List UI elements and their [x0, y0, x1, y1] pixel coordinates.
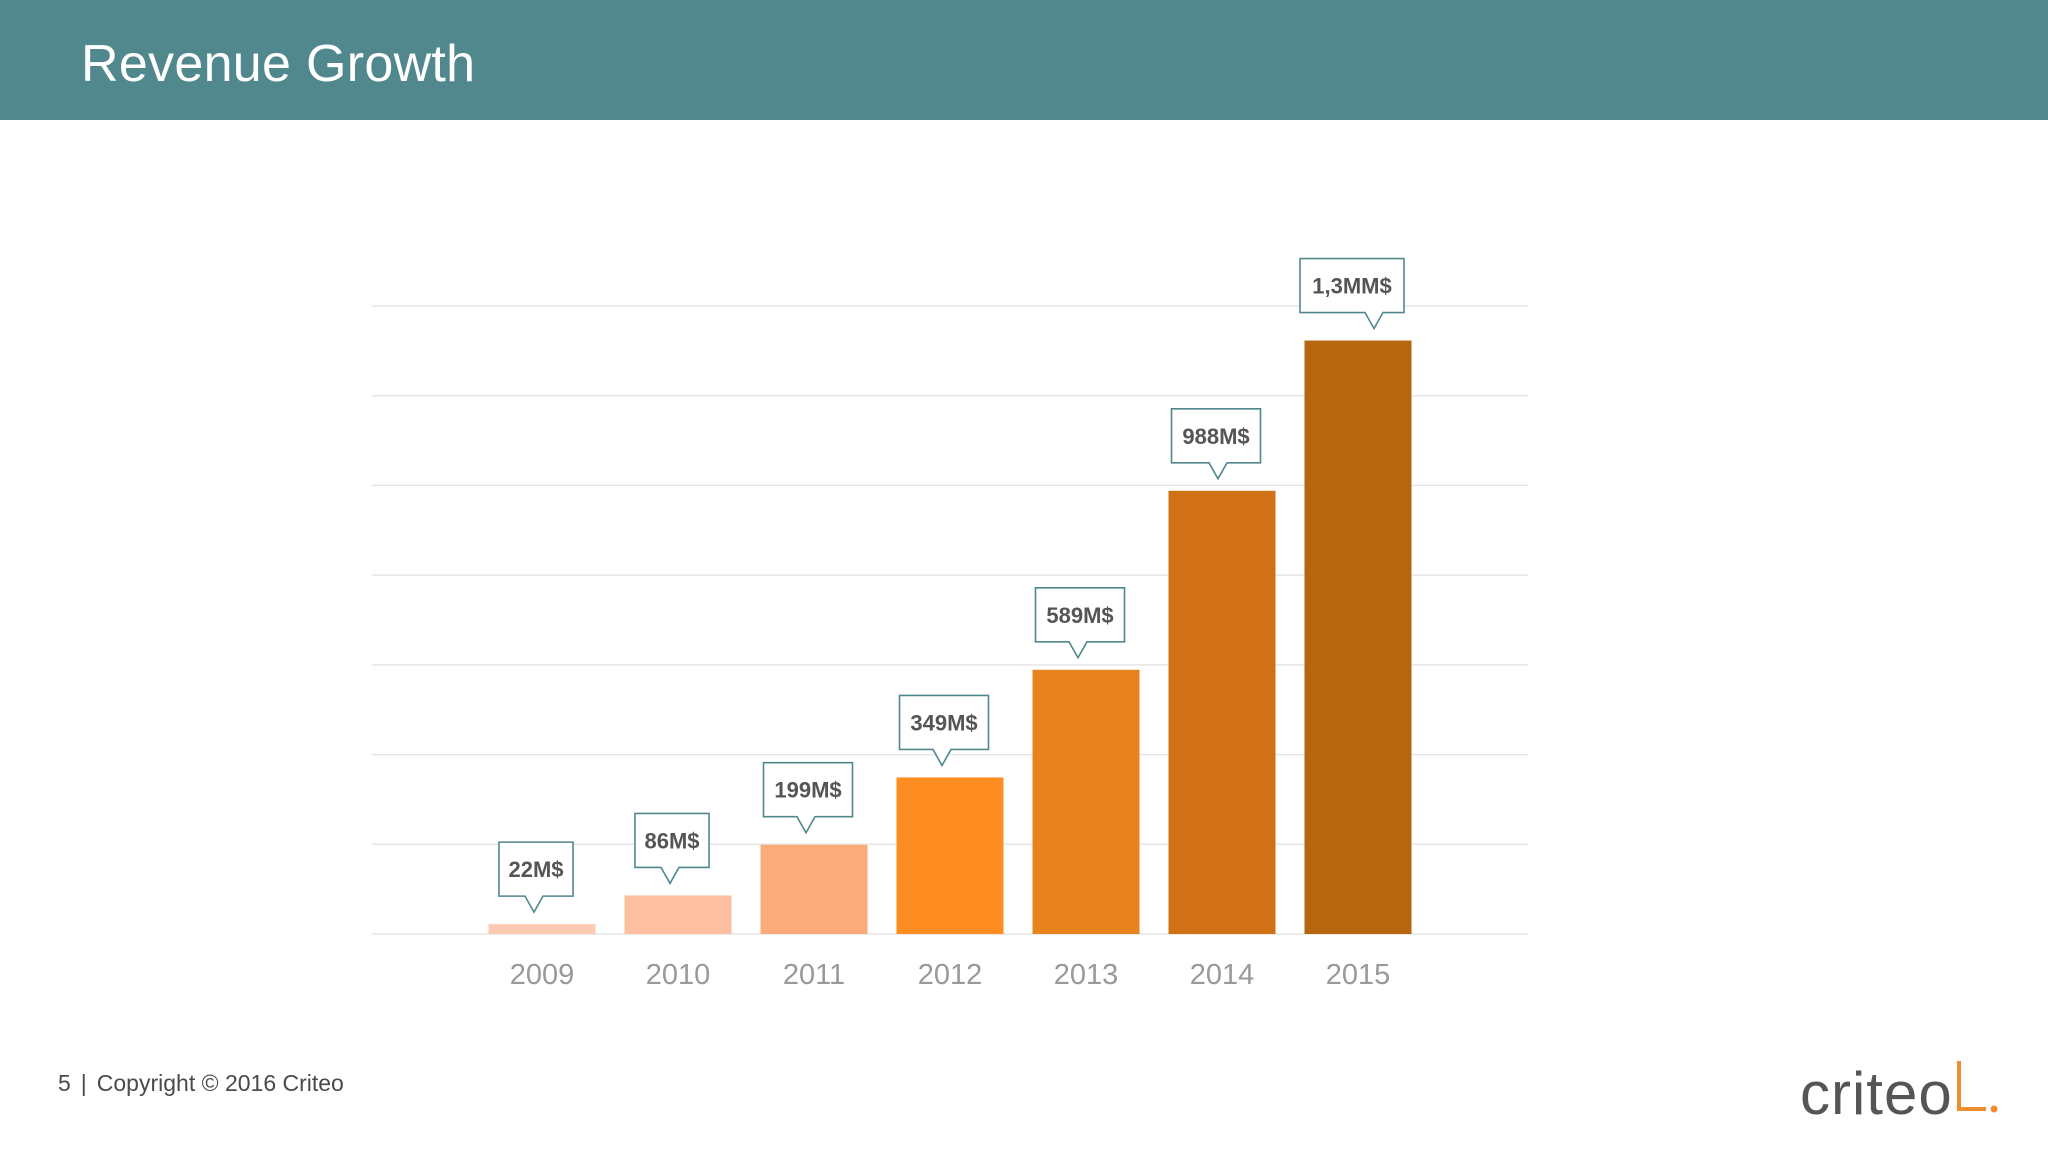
- data-label: 988M$: [1182, 424, 1249, 449]
- data-callout-2011: 199M$: [762, 761, 854, 835]
- data-label: 199M$: [774, 778, 841, 803]
- data-callout-2013: 589M$: [1034, 586, 1126, 660]
- data-label: 86M$: [644, 828, 699, 853]
- callout-box: [1299, 257, 1405, 331]
- bar-2012: [896, 777, 1004, 934]
- footer-separator: |: [80, 1070, 87, 1096]
- revenue-bar-chart: 2009 22M$ 2010 86M$ 2011 199M$ 2012 349M$ 2013 58…: [372, 257, 1528, 991]
- data-label: 1,3MM$: [1312, 274, 1391, 299]
- x-tick-label: 2010: [646, 959, 711, 991]
- header-bar: Revenue Growth: [0, 0, 2048, 120]
- data-callout-2012: 349M$: [898, 694, 990, 768]
- data-callout-2015: 1,3MM$: [1299, 257, 1405, 331]
- logo-wordmark: criteo: [1800, 1060, 1953, 1127]
- data-label: 349M$: [910, 710, 977, 735]
- data-label: 22M$: [508, 857, 563, 882]
- callout-box: [1170, 408, 1262, 481]
- bar-2015: [1304, 340, 1412, 934]
- x-tick-label: 2013: [1054, 959, 1119, 991]
- callout-box: [1034, 586, 1126, 660]
- x-tick-label: 2011: [783, 959, 845, 991]
- copyright-text: Copyright © 2016 Criteo: [96, 1070, 344, 1096]
- criteo-logo: criteo: [1800, 1055, 2000, 1127]
- bar-2013: [1032, 669, 1140, 934]
- page-title: Revenue Growth: [81, 35, 476, 93]
- data-callout-2010: 86M$: [634, 812, 710, 886]
- logo-mark-icon: [1957, 1061, 1998, 1113]
- bar-2011: [760, 844, 868, 934]
- page-number: 5: [58, 1070, 71, 1096]
- bar-2009: [488, 924, 596, 934]
- x-tick-label: 2012: [918, 959, 983, 991]
- callout-box: [898, 694, 990, 768]
- callout-box: [634, 812, 710, 886]
- bar-2014: [1168, 490, 1276, 934]
- data-label: 589M$: [1046, 603, 1113, 628]
- x-tick-label: 2009: [510, 959, 575, 991]
- footer: 5 | Copyright © 2016 Criteo: [58, 1070, 344, 1097]
- callout-box: [762, 761, 854, 835]
- callout-box: [498, 841, 574, 914]
- x-tick-label: 2015: [1326, 959, 1391, 991]
- x-tick-label: 2014: [1190, 959, 1255, 991]
- data-callout-2014: 988M$: [1170, 408, 1262, 481]
- bar-2010: [624, 895, 732, 934]
- data-callout-2009: 22M$: [498, 841, 574, 914]
